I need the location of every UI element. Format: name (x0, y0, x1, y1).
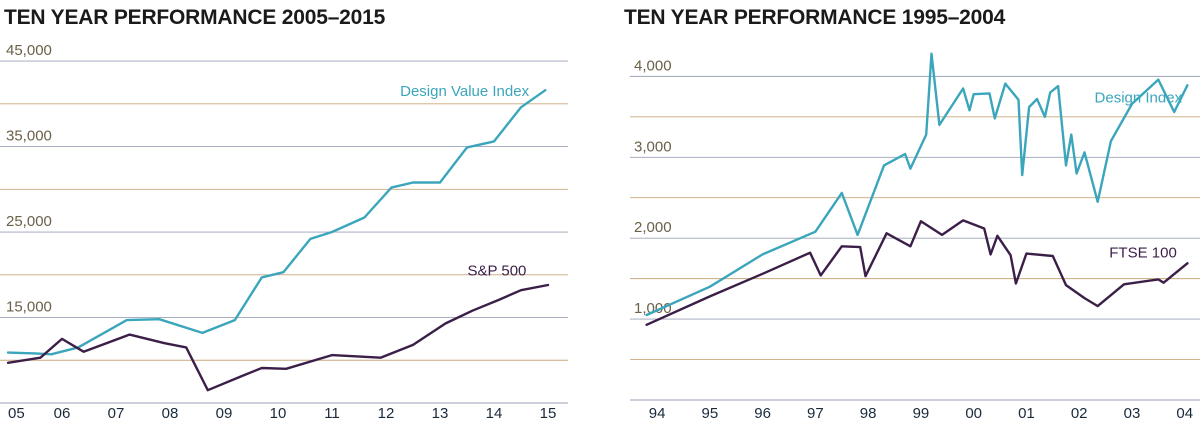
y-tick-label: 45,000 (6, 42, 52, 59)
x-tick-label: 10 (270, 405, 287, 422)
y-tick-label: 15,000 (6, 299, 52, 316)
x-tick-label: 94 (649, 405, 666, 422)
chart-title: TEN YEAR PERFORMANCE 2005–2015 (4, 6, 386, 29)
series-line (645, 219, 1189, 326)
x-tick-label: 99 (913, 405, 930, 422)
y-tick-label: 35,000 (6, 128, 52, 145)
line-chart-1995-2004: 4,000 3,000 2,000 1,000 94 95 96 97 98 99 00 01 02 03… (630, 52, 1200, 422)
x-tick-label: 09 (216, 405, 233, 422)
x-tick-label: 96 (754, 405, 771, 422)
y-tick-label: 4,000 (634, 57, 672, 74)
y-tick-label: 1,000 (634, 300, 672, 317)
x-tick-label: 12 (378, 405, 395, 422)
x-tick-label: 97 (807, 405, 824, 422)
x-tick-label: 01 (1018, 405, 1035, 422)
series-line (645, 52, 1189, 317)
series-line (6, 88, 547, 356)
x-tick-label: 98 (860, 405, 877, 422)
x-tick-label: 95 (702, 405, 719, 422)
x-tick-label: 13 (432, 405, 449, 422)
y-tick-label: 25,000 (6, 213, 52, 230)
series-label: Design Index (1095, 89, 1183, 106)
x-tick-label: 02 (1071, 405, 1088, 422)
y-tick-label: 2,000 (634, 219, 672, 236)
x-tick-label: 00 (965, 405, 982, 422)
y-tick-label: 3,000 (634, 138, 672, 155)
chart-panel-2005-2015: TEN YEAR PERFORMANCE 2005–2015 45,000 35,… (0, 0, 580, 430)
series-label: Design Value Index (400, 83, 529, 100)
x-tick-label: 14 (486, 405, 503, 422)
x-tick-label: 15 (540, 405, 557, 422)
chart-title: TEN YEAR PERFORMANCE 1995–2004 (624, 6, 1006, 29)
line-chart-2005-2015: 45,000 35,000 25,000 15,000 05 06 07 08 09 10 11 12… (0, 42, 568, 422)
series-line (6, 283, 550, 392)
x-tick-label: 06 (54, 405, 71, 422)
series-label: S&P 500 (467, 263, 526, 280)
x-tick-label: 08 (162, 405, 179, 422)
x-tick-label: 05 (8, 405, 25, 422)
chart-panel-1995-2004: TEN YEAR PERFORMANCE 1995–2004 4,000 3,00… (620, 0, 1200, 430)
x-tick-label: 11 (324, 405, 340, 422)
x-tick-label: 04 (1176, 405, 1193, 422)
series-label: FTSE 100 (1109, 245, 1177, 262)
x-tick-label: 03 (1124, 405, 1141, 422)
x-tick-label: 07 (108, 405, 125, 422)
